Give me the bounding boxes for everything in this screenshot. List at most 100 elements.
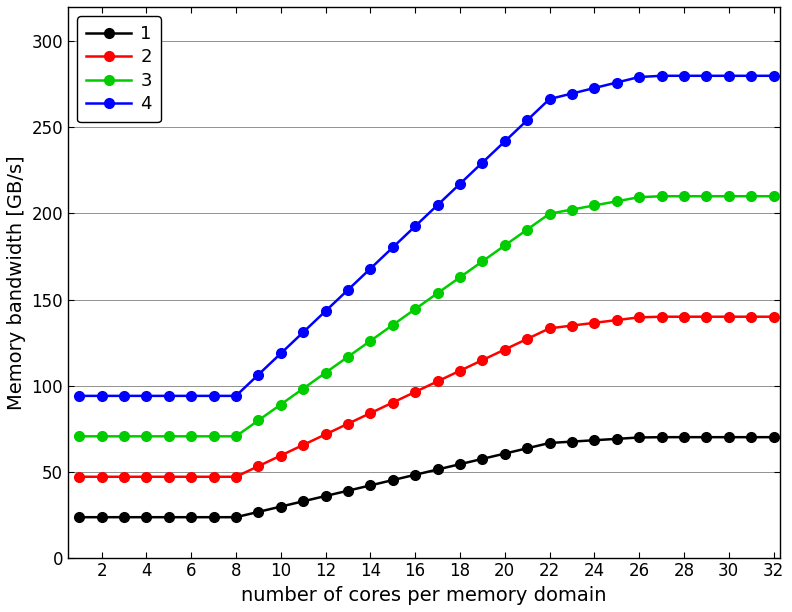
4: [680, 72, 689, 80]
4: [120, 392, 129, 400]
4: [299, 329, 308, 336]
3: [634, 193, 644, 201]
3: [120, 433, 129, 440]
3: [746, 193, 756, 200]
1: [97, 513, 106, 521]
4: [343, 286, 352, 294]
1: [634, 434, 644, 441]
4: [769, 72, 779, 80]
1: [657, 433, 666, 441]
4: [74, 392, 84, 400]
3: [523, 226, 532, 233]
3: [388, 321, 398, 329]
2: [120, 473, 129, 480]
Legend: 1, 2, 3, 4: 1, 2, 3, 4: [77, 16, 161, 122]
4: [545, 95, 554, 103]
2: [410, 388, 420, 395]
4: [657, 72, 666, 80]
4: [634, 73, 644, 81]
3: [432, 289, 442, 297]
1: [276, 503, 285, 510]
4: [724, 72, 733, 80]
4: [366, 265, 375, 272]
3: [724, 193, 733, 200]
2: [164, 473, 173, 480]
2: [74, 473, 84, 480]
Line: 2: 2: [74, 312, 779, 482]
4: [478, 159, 487, 166]
1: [432, 466, 442, 473]
3: [142, 433, 151, 440]
1: [231, 513, 241, 521]
4: [567, 90, 577, 97]
Line: 1: 1: [74, 432, 779, 522]
2: [321, 431, 330, 438]
1: [253, 508, 263, 515]
2: [478, 356, 487, 364]
1: [142, 513, 151, 521]
4: [321, 307, 330, 315]
1: [186, 513, 196, 521]
4: [523, 116, 532, 124]
1: [299, 498, 308, 505]
1: [500, 450, 509, 457]
4: [612, 79, 622, 86]
1: [410, 471, 420, 479]
1: [164, 513, 173, 521]
2: [567, 322, 577, 329]
4: [231, 392, 241, 400]
2: [545, 325, 554, 332]
2: [455, 367, 465, 375]
1: [388, 476, 398, 483]
X-axis label: number of cores per memory domain: number of cores per memory domain: [242, 586, 607, 605]
3: [702, 193, 711, 200]
3: [321, 369, 330, 376]
1: [523, 445, 532, 452]
2: [612, 316, 622, 324]
3: [231, 433, 241, 440]
1: [702, 433, 711, 441]
1: [343, 487, 352, 494]
1: [567, 438, 577, 446]
2: [680, 313, 689, 321]
4: [276, 350, 285, 357]
3: [589, 202, 599, 209]
2: [186, 473, 196, 480]
3: [455, 274, 465, 281]
3: [612, 198, 622, 205]
1: [455, 460, 465, 468]
1: [478, 455, 487, 463]
1: [366, 482, 375, 489]
4: [253, 371, 263, 378]
1: [746, 433, 756, 441]
4: [702, 72, 711, 80]
1: [74, 513, 84, 521]
3: [74, 433, 84, 440]
2: [276, 452, 285, 459]
4: [432, 201, 442, 209]
2: [388, 399, 398, 406]
4: [589, 84, 599, 92]
3: [253, 417, 263, 424]
4: [410, 223, 420, 230]
2: [366, 409, 375, 417]
1: [209, 513, 219, 521]
3: [769, 193, 779, 200]
1: [545, 439, 554, 447]
3: [343, 353, 352, 360]
2: [500, 346, 509, 353]
4: [164, 392, 173, 400]
3: [299, 385, 308, 392]
2: [97, 473, 106, 480]
3: [97, 433, 106, 440]
3: [164, 433, 173, 440]
2: [657, 313, 666, 321]
4: [500, 138, 509, 145]
Line: 3: 3: [74, 192, 779, 441]
3: [567, 206, 577, 213]
Y-axis label: Memory bandwidth [GB/s]: Memory bandwidth [GB/s]: [7, 155, 26, 409]
1: [612, 435, 622, 442]
Line: 4: 4: [74, 71, 779, 401]
1: [724, 433, 733, 441]
4: [455, 180, 465, 187]
